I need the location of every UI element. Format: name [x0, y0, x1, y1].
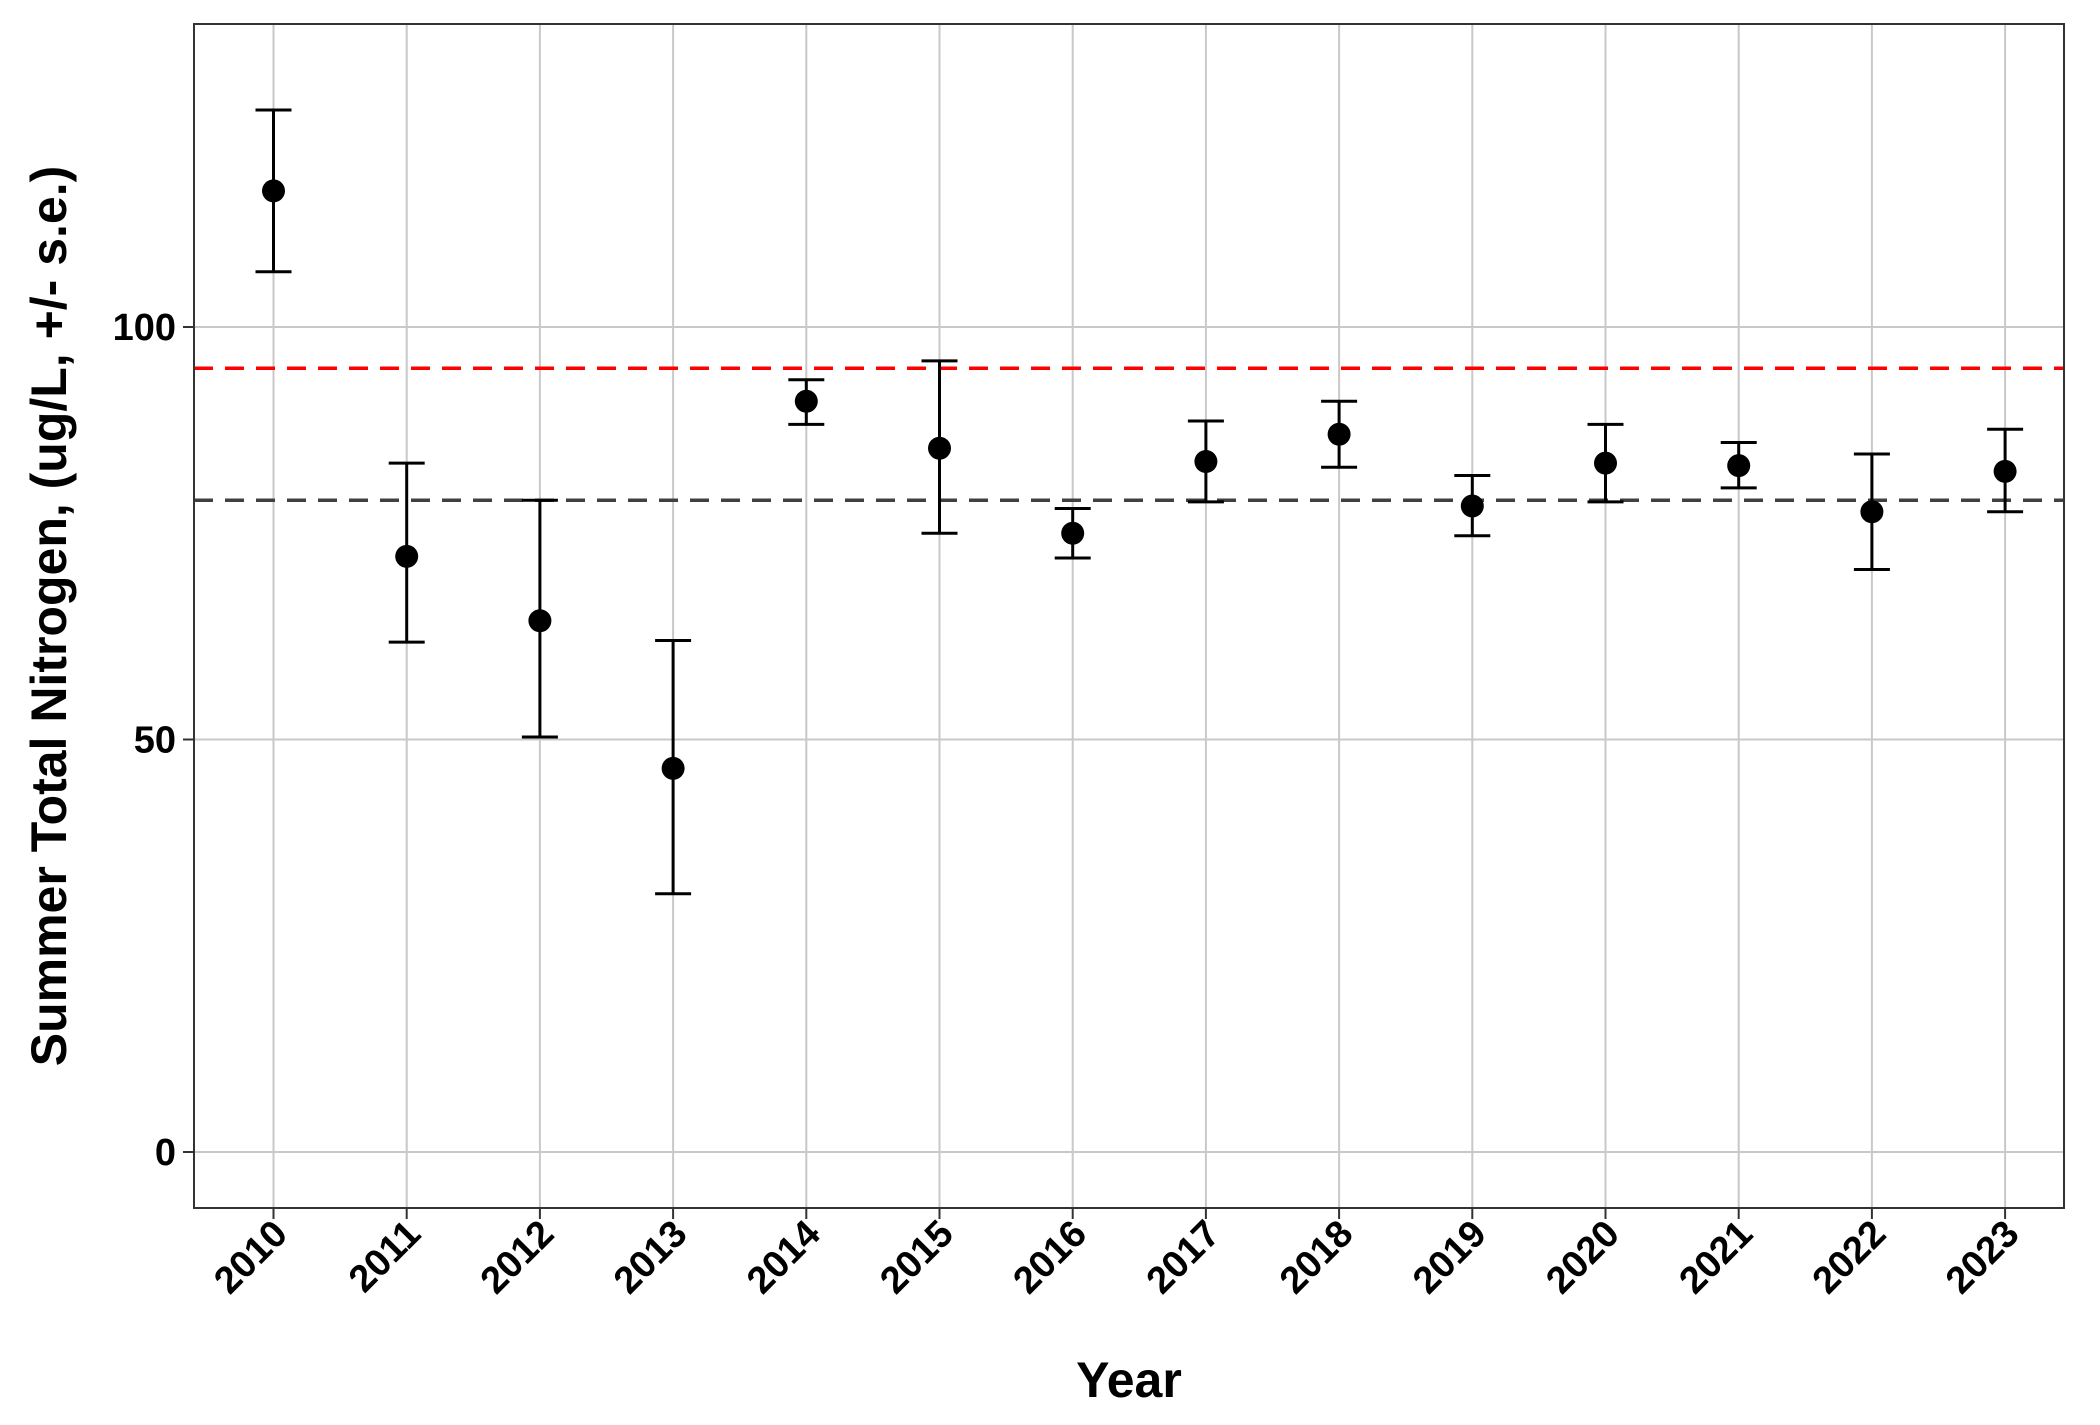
data-point [528, 609, 552, 633]
data-point [1194, 449, 1218, 473]
reference-lines [194, 366, 2064, 502]
x-axis-title: Year [1076, 1352, 1182, 1408]
data-points [255, 108, 2024, 896]
x-tick-label: 2015 [872, 1213, 961, 1302]
y-tick-label: 100 [113, 307, 176, 349]
data-point [1460, 494, 1484, 518]
data-point [661, 756, 685, 780]
x-tick-label: 2018 [1272, 1213, 1361, 1302]
data-point [1594, 451, 1617, 475]
x-tick-label: 2019 [1405, 1213, 1494, 1302]
y-tick-label: 0 [155, 1132, 176, 1174]
data-point [1061, 521, 1085, 545]
x-tick-label: 2013 [606, 1213, 695, 1302]
y-axis-title: Summer Total Nitrogen, (ug/L, +/- s.e.) [21, 166, 77, 1067]
data-point [928, 436, 951, 460]
data-point [1860, 500, 1884, 524]
x-tick-label: 2023 [1938, 1213, 2027, 1302]
data-point [395, 544, 419, 568]
data-point [1727, 454, 1751, 478]
x-tick-label: 2020 [1538, 1213, 1627, 1302]
x-tick-label: 2010 [206, 1213, 295, 1302]
plot-border [193, 23, 2065, 1209]
data-point [794, 389, 818, 413]
x-tick-label: 2016 [1006, 1213, 1095, 1302]
x-tick-label: 2012 [473, 1213, 562, 1302]
x-tick-label: 2017 [1139, 1213, 1228, 1302]
x-tick-label: 2011 [341, 1213, 429, 1301]
plot-panel [194, 24, 2064, 1208]
data-point [1327, 422, 1351, 446]
x-tick-label: 2021 [1672, 1213, 1761, 1302]
y-tick-label: 50 [134, 720, 176, 762]
data-point [262, 179, 285, 203]
x-tick-label: 2022 [1805, 1213, 1894, 1302]
data-point [1993, 459, 2017, 483]
x-tick-label: 2014 [739, 1213, 828, 1302]
